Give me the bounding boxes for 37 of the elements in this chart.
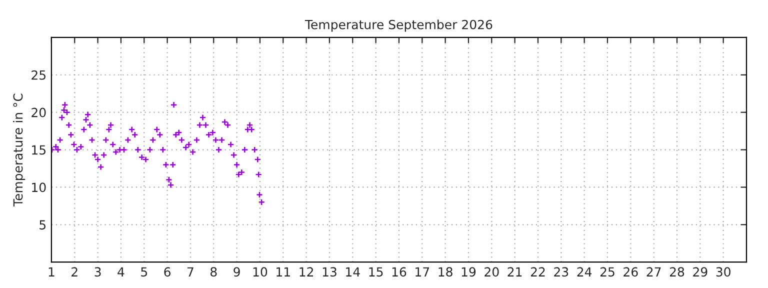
x-tick-label: 28	[670, 267, 684, 277]
x-tick-label: 29	[693, 267, 708, 277]
x-tick-label: 24	[577, 267, 592, 276]
x-tick-label: 25	[600, 267, 614, 277]
y-tick-label: 20	[32, 108, 46, 118]
x-tick-label: 23	[554, 267, 568, 277]
chart-title: Temperature September 2026	[304, 20, 492, 32]
x-tick-label: 14	[346, 267, 360, 276]
x-tick-label: 16	[392, 267, 406, 277]
x-tick-label: 11	[276, 267, 290, 276]
x-tick-label: 9	[234, 267, 240, 277]
x-tick-label: 6	[164, 267, 170, 277]
y-tick-label: 25	[32, 70, 46, 80]
x-tick-label: 15	[369, 267, 383, 277]
x-tick-label: 3	[94, 267, 101, 277]
x-tick-label: 18	[438, 267, 452, 277]
x-tick-label: 17	[416, 267, 430, 276]
x-tick-label: 7	[188, 267, 194, 276]
x-tick-label: 5	[141, 267, 148, 277]
x-tick-label: 13	[322, 267, 336, 277]
x-tick-label: 30	[716, 267, 730, 277]
x-tick-label: 20	[484, 267, 499, 277]
x-tick-label: 4	[118, 267, 124, 276]
x-tick-label: 21	[508, 267, 522, 276]
x-tick-label: 1	[48, 267, 54, 276]
x-tick-label: 10	[253, 267, 268, 277]
x-tick-label: 26	[624, 267, 638, 277]
y-axis-title: Temperature in °C	[13, 94, 26, 207]
x-tick-label: 22	[530, 267, 545, 276]
y-tick-label: 10	[32, 182, 46, 192]
x-tick-label: 12	[300, 267, 314, 276]
y-tick-label: 15	[32, 145, 46, 155]
x-tick-label: 27	[646, 267, 661, 276]
y-tick-label: 5	[40, 220, 46, 230]
x-tick-label: 8	[210, 267, 217, 277]
x-tick-label: 19	[462, 267, 476, 277]
x-tick-label: 2	[72, 267, 78, 276]
